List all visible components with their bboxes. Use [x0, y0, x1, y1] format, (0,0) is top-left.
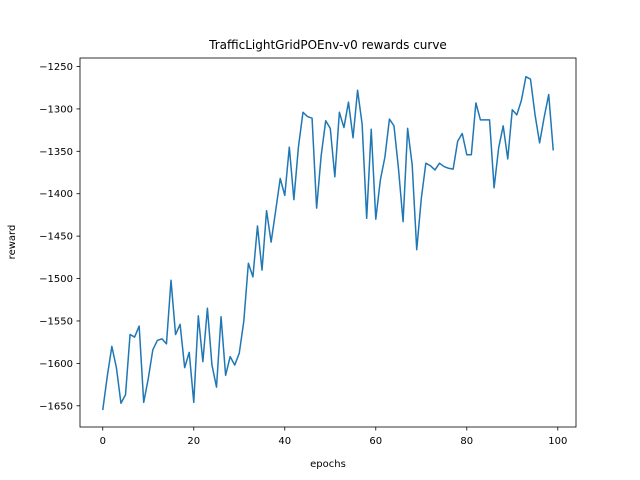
y-tick-label: −1600: [39, 359, 73, 370]
y-tick-label: −1250: [39, 62, 73, 73]
y-tick-label: −1550: [39, 316, 73, 327]
x-axis-ticks: 0 20 40 60 80 100: [100, 427, 567, 447]
x-tick-label: 0: [100, 436, 106, 447]
plot-area: [102, 75, 554, 411]
x-axis-label: epochs: [310, 459, 346, 470]
x-tick-label: 60: [369, 436, 382, 447]
x-tick-label: 20: [187, 436, 200, 447]
reward-series-line: [102, 75, 554, 411]
x-tick-label: 40: [278, 436, 291, 447]
x-tick-label: 80: [460, 436, 473, 447]
y-tick-label: −1350: [39, 147, 73, 158]
y-tick-label: −1400: [39, 189, 73, 200]
y-tick-label: −1650: [39, 401, 73, 412]
y-tick-label: −1500: [39, 274, 73, 285]
axes-frame: [79, 57, 577, 428]
y-tick-label: −1300: [39, 104, 73, 115]
y-axis-ticks: −1650 −1600 −1550 −1500 −1450 −1400 −1350 −1300…: [39, 62, 80, 412]
chart-title: TrafficLightGridPOEnv-v0 rewards curve: [208, 38, 447, 52]
x-tick-label: 100: [548, 436, 567, 447]
y-tick-label: −1450: [39, 232, 73, 243]
y-axis-label: reward: [7, 225, 18, 260]
